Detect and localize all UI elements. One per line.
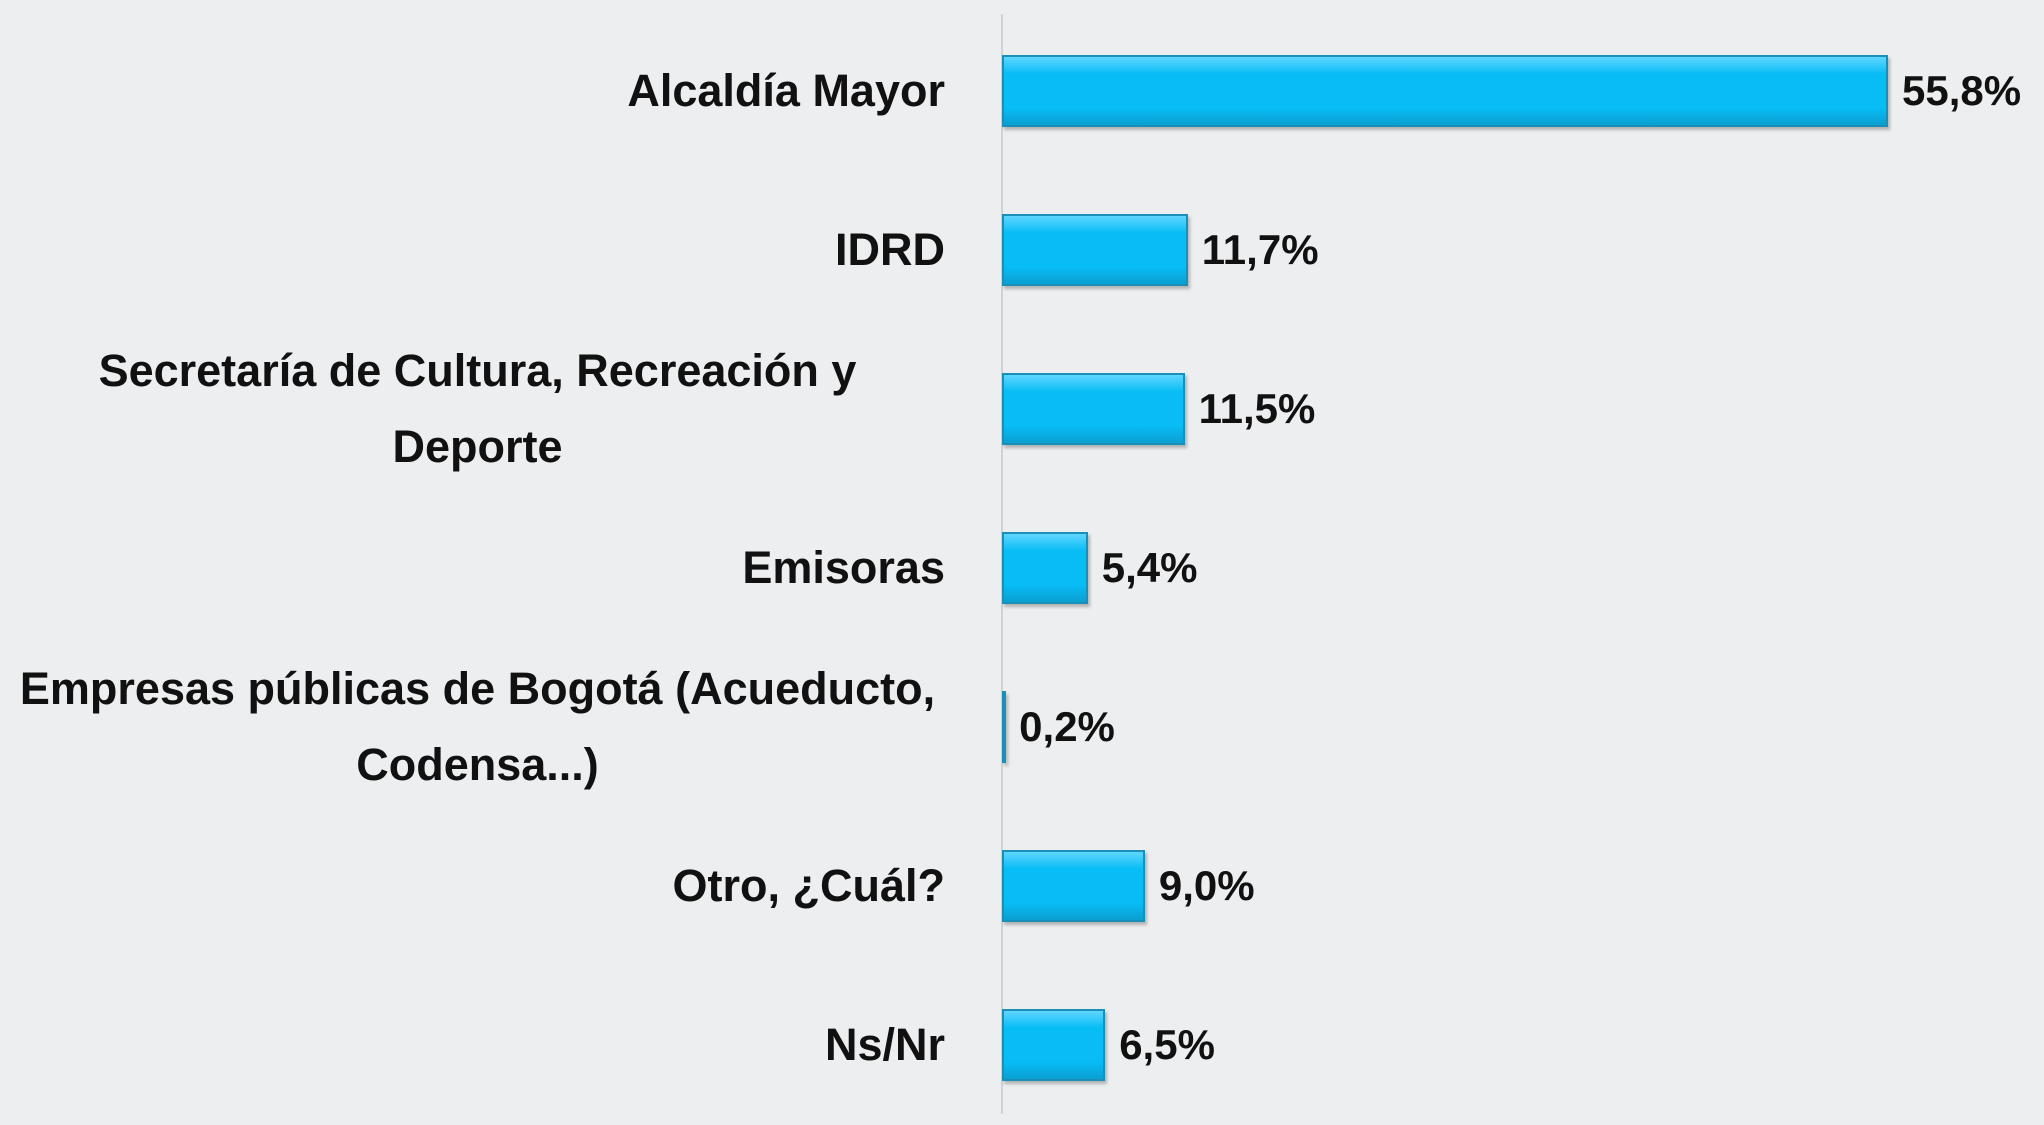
category-text: Ns/Nr [824,1019,945,1070]
category-text: Secretaría de Cultura, Recreación y Depo… [98,345,857,472]
bar [1002,373,1185,445]
category-text: Otro, ¿Cuál? [672,860,945,911]
category-label: Alcaldía Mayor [10,11,945,171]
value-label: 9,0% [1158,862,1255,909]
value-label: 6,5% [1119,1021,1215,1068]
bar [1002,214,1188,286]
bar [1002,1009,1106,1081]
value-label: 11,5% [1198,385,1316,432]
bar [1002,532,1088,604]
bar [1002,691,1006,763]
bar [1002,850,1145,922]
category-text: IDRD [835,224,945,275]
category-text: Alcaldía Mayor [627,65,945,116]
category-label: Secretaría de Cultura, Recreación y Depo… [10,329,945,489]
value-label: 11,7% [1201,226,1319,273]
category-label: Otro, ¿Cuál? [10,806,945,966]
category-label: Ns/Nr [10,965,945,1125]
category-label: Emisoras [10,488,945,648]
value-label: 5,4% [1101,544,1198,591]
value-label: 55,8% [1902,67,2022,114]
category-label: Empresas públicas de Bogotá (Acueducto, … [10,647,945,807]
category-label: IDRD [10,170,945,330]
category-text: Emisoras [742,542,945,593]
value-label: 0,2% [1019,703,1115,750]
bar [1002,55,1888,127]
category-text: Empresas públicas de Bogotá (Acueducto, … [19,663,936,790]
